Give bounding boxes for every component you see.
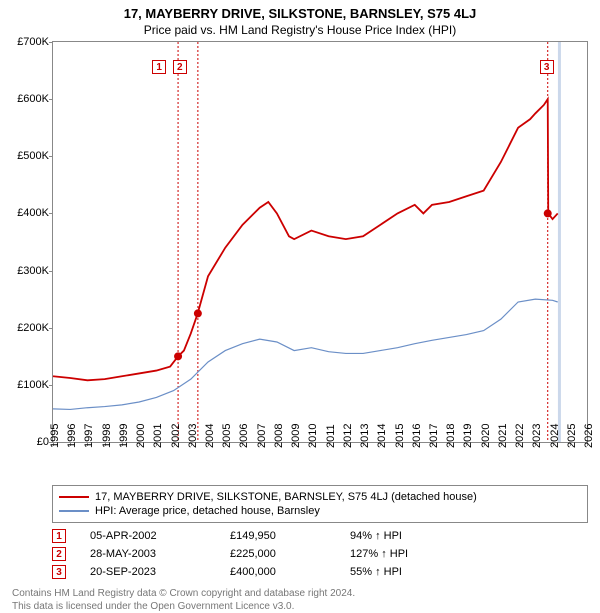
sales-row-marker: 3 — [52, 565, 66, 579]
x-tick-label: 2017 — [428, 424, 440, 448]
x-tick-label: 2012 — [342, 424, 354, 448]
x-tick-label: 2010 — [307, 424, 319, 448]
x-tick-label: 2000 — [135, 424, 147, 448]
footer-line1: Contains HM Land Registry data © Crown c… — [12, 587, 588, 600]
plot-area: £0£100K£200K£300K£400K£500K£600K£700K199… — [52, 41, 588, 443]
chart-subtitle: Price paid vs. HM Land Registry's House … — [0, 21, 600, 41]
x-tick-label: 2023 — [531, 424, 543, 448]
x-tick-label: 2026 — [583, 424, 595, 448]
x-tick-label: 2001 — [152, 424, 164, 448]
x-tick-label: 2003 — [187, 424, 199, 448]
legend: 17, MAYBERRY DRIVE, SILKSTONE, BARNSLEY,… — [52, 485, 588, 523]
x-tick-label: 2024 — [549, 424, 561, 448]
legend-label: HPI: Average price, detached house, Barn… — [95, 505, 320, 517]
x-tick-label: 2015 — [394, 424, 406, 448]
sales-row: 2 28-MAY-2003£225,000127% ↑ HPI — [52, 545, 588, 563]
x-tick-label: 2018 — [445, 424, 457, 448]
x-tick-label: 1996 — [66, 424, 78, 448]
series-hpi — [53, 299, 558, 409]
x-tick-label: 2005 — [221, 424, 233, 448]
x-tick-label: 2016 — [411, 424, 423, 448]
sale-marker-2: 2 — [173, 60, 187, 74]
y-tick-label: £200K — [17, 322, 49, 334]
sales-row-marker: 2 — [52, 547, 66, 561]
sales-pct: 127% ↑ HPI — [350, 548, 450, 560]
x-tick-label: 2014 — [376, 424, 388, 448]
x-tick-label: 2019 — [462, 424, 474, 448]
y-tick-label: £100K — [17, 379, 49, 391]
sales-date: 28-MAY-2003 — [90, 548, 230, 560]
sales-row: 1 05-APR-2002£149,95094% ↑ HPI — [52, 527, 588, 545]
x-tick-label: 2025 — [566, 424, 578, 448]
x-tick-label: 2007 — [256, 424, 268, 448]
sales-date: 05-APR-2002 — [90, 530, 230, 542]
plot-svg — [53, 42, 587, 442]
chart-container: 17, MAYBERRY DRIVE, SILKSTONE, BARNSLEY,… — [0, 0, 600, 590]
x-tick-label: 2009 — [290, 424, 302, 448]
x-tick-label: 1997 — [83, 424, 95, 448]
sales-price: £149,950 — [230, 530, 350, 542]
x-tick-label: 2002 — [170, 424, 182, 448]
sales-pct: 55% ↑ HPI — [350, 566, 450, 578]
x-tick-label: 1995 — [49, 424, 61, 448]
y-tick-label: £500K — [17, 150, 49, 162]
sale-marker-3: 3 — [540, 60, 554, 74]
x-tick-label: 2006 — [238, 424, 250, 448]
x-tick-label: 2022 — [514, 424, 526, 448]
x-tick-label: 1999 — [118, 424, 130, 448]
y-tick-label: £600K — [17, 93, 49, 105]
sale-dot — [544, 209, 552, 217]
x-tick-label: 1998 — [101, 424, 113, 448]
footer-line2: This data is licensed under the Open Gov… — [12, 600, 588, 613]
x-tick-label: 2013 — [359, 424, 371, 448]
legend-label: 17, MAYBERRY DRIVE, SILKSTONE, BARNSLEY,… — [95, 491, 477, 503]
y-tick-label: £400K — [17, 207, 49, 219]
x-tick-label: 2004 — [204, 424, 216, 448]
sales-date: 20-SEP-2023 — [90, 566, 230, 578]
x-tick-label: 2021 — [497, 424, 509, 448]
sales-price: £225,000 — [230, 548, 350, 560]
legend-item: 17, MAYBERRY DRIVE, SILKSTONE, BARNSLEY,… — [59, 490, 581, 504]
y-tick-label: £700K — [17, 36, 49, 48]
footer: Contains HM Land Registry data © Crown c… — [12, 587, 588, 613]
sale-dot — [174, 352, 182, 360]
y-tick-label: £0 — [37, 436, 49, 448]
chart-title: 17, MAYBERRY DRIVE, SILKSTONE, BARNSLEY,… — [0, 0, 600, 21]
sale-marker-1: 1 — [152, 60, 166, 74]
x-tick-label: 2020 — [480, 424, 492, 448]
sale-dot — [194, 309, 202, 317]
x-tick-label: 2011 — [325, 424, 337, 448]
y-tick-label: £300K — [17, 265, 49, 277]
sales-row-marker: 1 — [52, 529, 66, 543]
series-price_paid — [53, 99, 558, 380]
sales-table: 1 05-APR-2002£149,95094% ↑ HPI 2 28-MAY-200… — [52, 527, 588, 581]
x-tick-label: 2008 — [273, 424, 285, 448]
legend-item: HPI: Average price, detached house, Barn… — [59, 504, 581, 518]
sales-row: 3 20-SEP-2023£400,00055% ↑ HPI — [52, 563, 588, 581]
sales-price: £400,000 — [230, 566, 350, 578]
sales-pct: 94% ↑ HPI — [350, 530, 450, 542]
